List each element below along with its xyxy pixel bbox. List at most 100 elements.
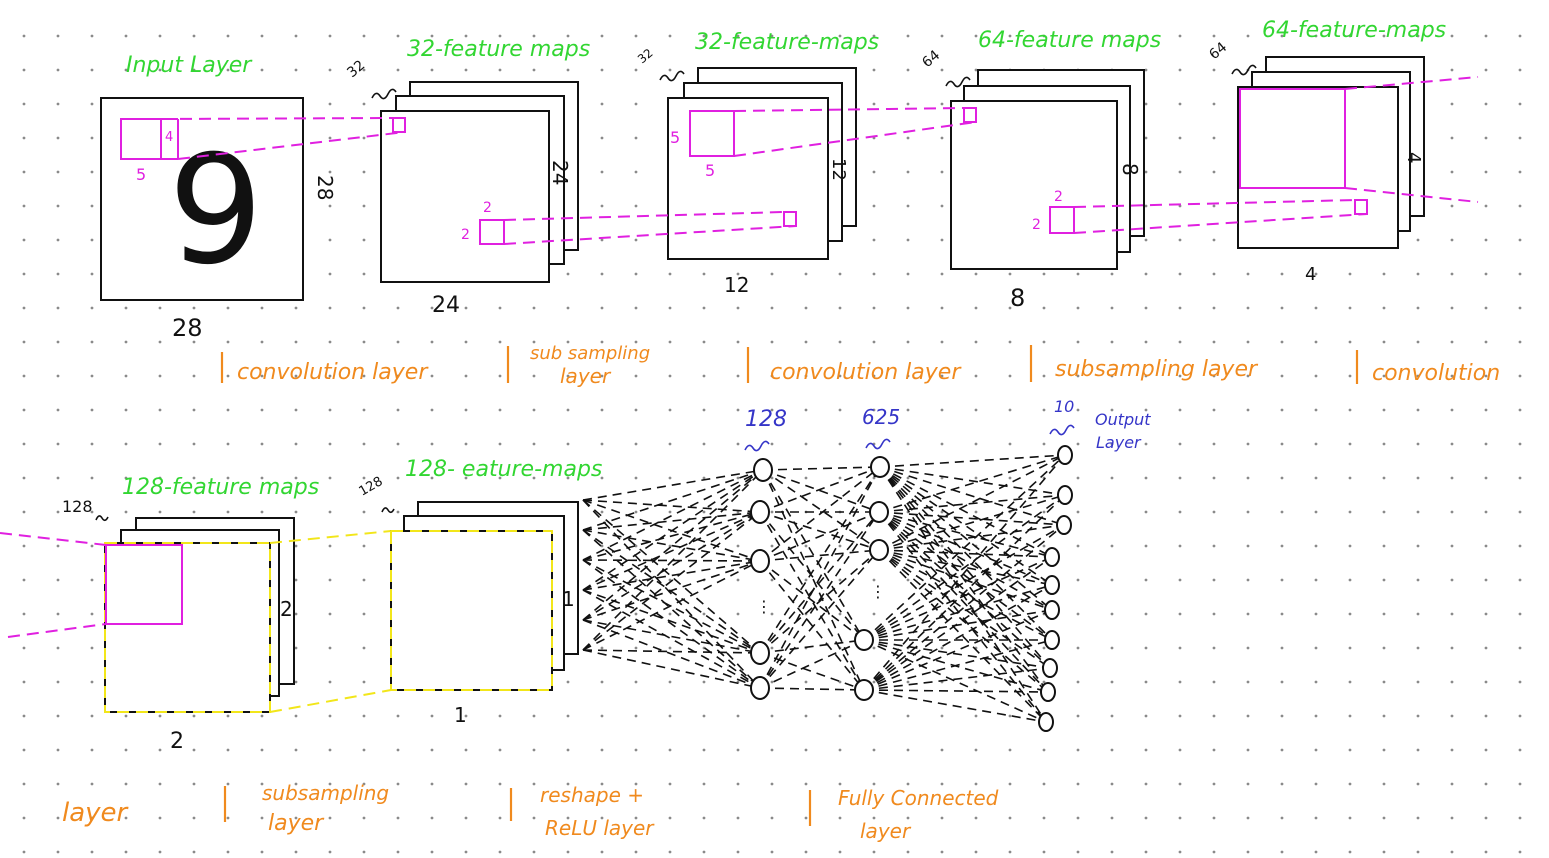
- grid-dot: [90, 476, 94, 480]
- grid-dot: [974, 306, 978, 310]
- grid-dot: [1178, 850, 1182, 854]
- grid-dot: [1042, 646, 1046, 650]
- grid-dot: [770, 34, 774, 38]
- connection-line: [582, 469, 764, 561]
- grid-dot: [1518, 374, 1522, 378]
- grid-dot: [1212, 204, 1216, 208]
- grid-dot: [1178, 68, 1182, 72]
- connection-line: [582, 511, 761, 561]
- grid-dot: [1450, 782, 1454, 786]
- output-neuron: [1057, 445, 1073, 465]
- pool2-conv-kernel: [1239, 88, 1346, 189]
- grid-dot: [1416, 578, 1420, 582]
- grid-dot: [1076, 34, 1080, 38]
- grid-dot: [1144, 238, 1148, 242]
- grid-dot: [974, 850, 978, 854]
- grid-dot: [1484, 646, 1488, 650]
- grid-dot: [464, 34, 468, 38]
- grid-dot: [1484, 306, 1488, 310]
- grid-dot: [294, 612, 298, 616]
- grid-dot: [1382, 850, 1386, 854]
- grid-dot: [600, 782, 604, 786]
- grid-dot: [1280, 510, 1284, 514]
- grid-dot: [634, 102, 638, 106]
- grid-dot: [1314, 714, 1318, 718]
- grid-dot: [1416, 748, 1420, 752]
- grid-dot: [804, 374, 808, 378]
- grid-dot: [940, 476, 944, 480]
- grid-dot: [328, 136, 332, 140]
- grid-dot: [1178, 612, 1182, 616]
- grid-dot: [634, 306, 638, 310]
- conv3-pool-region: [104, 542, 271, 713]
- grid-dot: [1450, 374, 1454, 378]
- grid-dot: [1042, 680, 1046, 684]
- connection-line: [582, 469, 764, 501]
- input-layer: Input Layer 9 5 4 28 28: [100, 53, 337, 342]
- grid-dot: [124, 850, 128, 854]
- grid-dot: [226, 476, 230, 480]
- grid-dot: [1144, 272, 1148, 276]
- neurons: [750, 445, 1073, 732]
- conv1-kernel-h: 2: [461, 227, 470, 243]
- grid-dot: [362, 170, 366, 174]
- grid-dot: [56, 612, 60, 616]
- grid-dot: [1042, 408, 1046, 412]
- grid-dot: [430, 748, 434, 752]
- grid-dot: [668, 782, 672, 786]
- grid-dot: [1246, 544, 1250, 548]
- grid-dot: [1518, 748, 1522, 752]
- grid-dot: [1484, 374, 1488, 378]
- grid-dot: [56, 340, 60, 344]
- grid-dot: [838, 612, 842, 616]
- grid-dot: [1518, 714, 1522, 718]
- grid-dot: [1042, 816, 1046, 820]
- grid-dot: [736, 544, 740, 548]
- grid-dot: [634, 374, 638, 378]
- grid-dot: [532, 782, 536, 786]
- grid-dot: [838, 306, 842, 310]
- grid-dot: [532, 340, 536, 344]
- connection-line: [582, 589, 761, 689]
- grid-dot: [1348, 714, 1352, 718]
- grid-dot: [1382, 748, 1386, 752]
- connection-line: [582, 559, 761, 689]
- conv3-height-label: 2: [280, 597, 293, 621]
- grid-dot: [90, 68, 94, 72]
- grid-dot: [1246, 408, 1250, 412]
- grid-dot: [532, 374, 536, 378]
- grid-dot: [1008, 612, 1012, 616]
- grid-dot: [668, 306, 672, 310]
- grid-dot: [1280, 782, 1284, 786]
- grid-dot: [736, 850, 740, 854]
- grid-dot: [158, 34, 162, 38]
- dense2-neuron: [869, 501, 889, 523]
- grid-dot: [464, 714, 468, 718]
- grid-dot: [566, 714, 570, 718]
- conv1-stack-squiggle: [371, 88, 397, 100]
- grid-dot: [22, 102, 26, 106]
- grid-dot: [1110, 544, 1114, 548]
- grid-dot: [124, 34, 128, 38]
- grid-dot: [1314, 374, 1318, 378]
- grid-dot: [668, 510, 672, 514]
- grid-dot: [872, 714, 876, 718]
- grid-dot: [1178, 578, 1182, 582]
- grid-dot: [226, 714, 230, 718]
- grid-dot: [770, 748, 774, 752]
- grid-dot: [634, 612, 638, 616]
- grid-dot: [566, 680, 570, 684]
- grid-dot: [804, 544, 808, 548]
- grid-dot: [396, 510, 400, 514]
- grid-dot: [1042, 442, 1046, 446]
- conv1-title: 32-feature maps: [407, 37, 590, 62]
- grid-dot: [1144, 748, 1148, 752]
- connection-line: [759, 511, 880, 562]
- grid-dot: [328, 68, 332, 72]
- grid-dot: [600, 442, 604, 446]
- grid-dot: [566, 476, 570, 480]
- grid-dot: [906, 578, 910, 582]
- connection-line: [863, 639, 1053, 691]
- grid-dot: [702, 340, 706, 344]
